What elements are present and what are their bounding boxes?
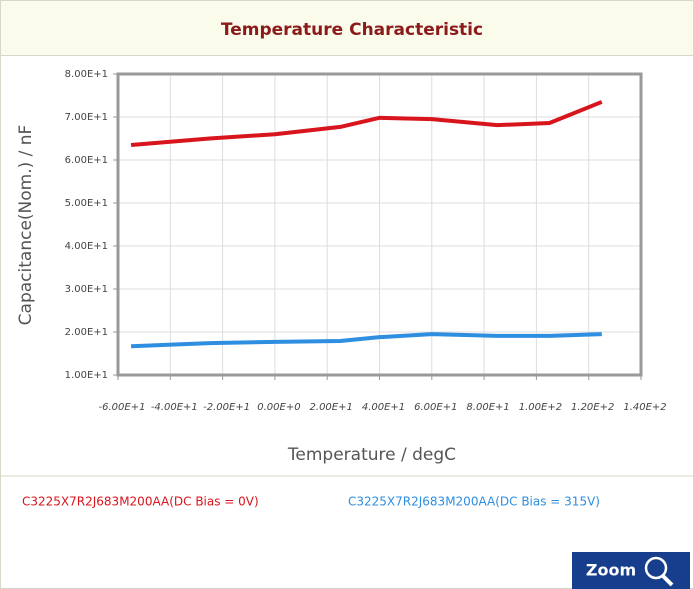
y-tick-label: 8.00E+1 — [65, 69, 108, 80]
x-tick-label: 2.00E+1 — [310, 402, 353, 413]
title-bar — [0, 0, 694, 56]
y-tick-label: 4.00E+1 — [65, 241, 108, 252]
plot-border — [116, 72, 643, 377]
zoom-icon-handle — [661, 574, 674, 587]
x-tick-label: 8.00E+1 — [466, 402, 509, 413]
x-axis-label: Temperature / degC — [287, 445, 456, 465]
x-tick-label: 1.20E+2 — [571, 402, 614, 413]
x-tick-label: 4.00E+1 — [362, 402, 405, 413]
x-tick-label: 0.00E+0 — [257, 402, 300, 413]
x-tick-label: -2.00E+1 — [203, 402, 250, 413]
y-tick-label: 7.00E+1 — [65, 112, 108, 123]
zoom-icon — [644, 556, 668, 580]
x-tick-label: 1.40E+2 — [623, 402, 666, 413]
legend-entry: C3225X7R2J683M200AA(DC Bias = 315V) — [348, 495, 600, 509]
y-tick-label: 3.00E+1 — [65, 284, 108, 295]
x-tick-label: -4.00E+1 — [151, 402, 198, 413]
y-tick-label: 1.00E+1 — [65, 370, 108, 381]
y-tick-label: 6.00E+1 — [65, 155, 108, 166]
legend-entry: C3225X7R2J683M200AA(DC Bias = 0V) — [22, 495, 259, 509]
series-line — [130, 332, 602, 349]
zoom-button[interactable]: Zoom — [572, 552, 690, 589]
y-axis-label: Capacitance(Nom.) / nF — [16, 125, 36, 326]
x-tick-label: 6.00E+1 — [414, 402, 457, 413]
chart-title: Temperature Characteristic — [221, 20, 483, 40]
x-tick-label: -6.00E+1 — [99, 402, 146, 413]
y-tick-label: 2.00E+1 — [65, 327, 108, 338]
x-tick-label: 1.00E+2 — [519, 402, 562, 413]
series-line — [130, 100, 603, 147]
y-tick-label: 5.00E+1 — [65, 198, 108, 209]
zoom-text: Zoom — [586, 561, 636, 580]
